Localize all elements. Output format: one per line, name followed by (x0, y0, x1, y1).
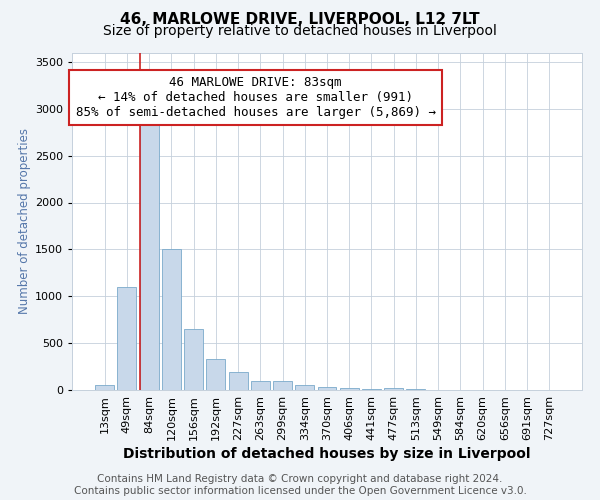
Text: 46 MARLOWE DRIVE: 83sqm
← 14% of detached houses are smaller (991)
85% of semi-d: 46 MARLOWE DRIVE: 83sqm ← 14% of detache… (76, 76, 436, 119)
Bar (140, 114, 158, 390)
Bar (95, 386, 114, 390)
Bar (251, 380, 270, 390)
Bar (184, 329, 203, 390)
Bar (295, 385, 314, 390)
Bar (206, 358, 225, 390)
Bar (384, 388, 403, 390)
Text: 46, MARLOWE DRIVE, LIVERPOOL, L12 7LT: 46, MARLOWE DRIVE, LIVERPOOL, L12 7LT (120, 12, 480, 28)
Text: Size of property relative to detached houses in Liverpool: Size of property relative to detached ho… (103, 24, 497, 38)
X-axis label: Distribution of detached houses by size in Liverpool: Distribution of detached houses by size … (123, 447, 531, 461)
Bar (118, 287, 136, 390)
Bar (340, 388, 359, 390)
Bar (317, 386, 337, 390)
Bar (406, 389, 425, 390)
Text: Contains HM Land Registry data © Crown copyright and database right 2024.
Contai: Contains HM Land Registry data © Crown c… (74, 474, 526, 496)
Bar (162, 250, 181, 390)
Bar (229, 372, 248, 390)
Bar (362, 388, 381, 390)
Y-axis label: Number of detached properties: Number of detached properties (17, 128, 31, 314)
Bar (273, 380, 292, 390)
